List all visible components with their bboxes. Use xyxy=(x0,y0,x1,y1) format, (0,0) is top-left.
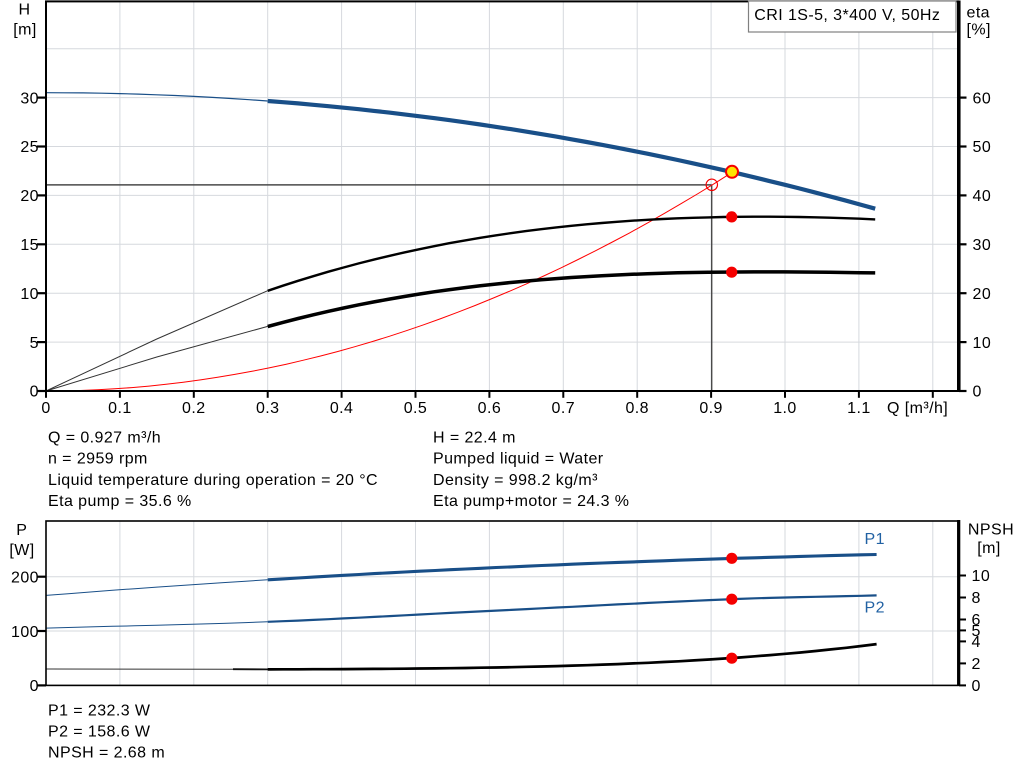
svg-text:P: P xyxy=(16,522,27,539)
svg-text:0: 0 xyxy=(30,384,39,401)
svg-text:P2: P2 xyxy=(865,600,885,617)
svg-text:Density = 998.2 kg/m³: Density = 998.2 kg/m³ xyxy=(433,472,598,489)
svg-text:30: 30 xyxy=(20,90,39,107)
svg-text:15: 15 xyxy=(20,237,39,254)
svg-text:1.1: 1.1 xyxy=(847,400,871,417)
svg-text:Q [m³/h]: Q [m³/h] xyxy=(887,400,948,417)
svg-text:0.7: 0.7 xyxy=(552,400,576,417)
svg-text:4: 4 xyxy=(972,634,981,651)
svg-text:50: 50 xyxy=(973,139,992,156)
svg-text:eta: eta xyxy=(967,5,991,22)
svg-text:0.3: 0.3 xyxy=(256,400,280,417)
svg-text:0.8: 0.8 xyxy=(625,400,649,417)
svg-text:100: 100 xyxy=(11,624,39,641)
svg-text:20: 20 xyxy=(973,286,992,303)
svg-text:P1: P1 xyxy=(865,531,885,548)
svg-text:[m]: [m] xyxy=(977,540,1000,557)
svg-text:P1 = 232.3 W: P1 = 232.3 W xyxy=(48,702,151,719)
svg-text:P2 = 158.6 W: P2 = 158.6 W xyxy=(48,724,151,741)
svg-text:5: 5 xyxy=(972,623,981,640)
svg-text:H = 22.4 m: H = 22.4 m xyxy=(433,430,516,447)
svg-text:Eta pump = 35.6 %: Eta pump = 35.6 % xyxy=(48,493,192,510)
svg-text:Eta pump+motor = 24.3 %: Eta pump+motor = 24.3 % xyxy=(433,493,629,510)
svg-text:6: 6 xyxy=(972,612,981,629)
svg-text:5: 5 xyxy=(30,335,39,352)
svg-text:H: H xyxy=(19,2,31,19)
svg-text:200: 200 xyxy=(11,569,39,586)
svg-text:25: 25 xyxy=(20,139,39,156)
svg-text:Pumped liquid = Water: Pumped liquid = Water xyxy=(433,451,604,468)
svg-text:8: 8 xyxy=(972,590,981,607)
svg-text:2: 2 xyxy=(972,656,981,673)
svg-text:NPSH: NPSH xyxy=(968,522,1014,539)
svg-text:NPSH = 2.68 m: NPSH = 2.68 m xyxy=(48,745,165,762)
svg-text:Q = 0.927 m³/h: Q = 0.927 m³/h xyxy=(48,430,161,447)
svg-text:60: 60 xyxy=(973,90,992,107)
svg-text:0: 0 xyxy=(972,678,981,695)
svg-text:Liquid temperature during oper: Liquid temperature during operation = 20… xyxy=(48,472,378,489)
svg-text:30: 30 xyxy=(973,237,992,254)
svg-text:1.0: 1.0 xyxy=(773,400,797,417)
svg-text:0.2: 0.2 xyxy=(182,400,206,417)
svg-text:0.5: 0.5 xyxy=(404,400,428,417)
svg-text:[%]: [%] xyxy=(967,22,991,39)
svg-text:n = 2959 rpm: n = 2959 rpm xyxy=(48,451,148,468)
svg-text:0: 0 xyxy=(973,384,982,401)
svg-text:0.1: 0.1 xyxy=(108,400,132,417)
svg-text:0.9: 0.9 xyxy=(699,400,723,417)
svg-text:[m]: [m] xyxy=(13,21,36,38)
svg-text:40: 40 xyxy=(973,188,992,205)
svg-text:0.6: 0.6 xyxy=(478,400,502,417)
svg-text:0: 0 xyxy=(41,400,50,417)
svg-text:20: 20 xyxy=(20,188,39,205)
svg-text:[W]: [W] xyxy=(9,542,34,559)
svg-text:0.4: 0.4 xyxy=(330,400,354,417)
svg-text:0: 0 xyxy=(30,678,39,695)
svg-text:10: 10 xyxy=(972,568,991,585)
svg-text:10: 10 xyxy=(20,286,39,303)
svg-text:10: 10 xyxy=(973,335,992,352)
svg-text:CRI 1S-5, 3*400 V, 50Hz: CRI 1S-5, 3*400 V, 50Hz xyxy=(754,7,940,24)
